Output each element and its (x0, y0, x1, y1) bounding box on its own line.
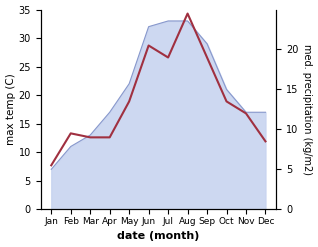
X-axis label: date (month): date (month) (117, 231, 200, 242)
Y-axis label: max temp (C): max temp (C) (5, 74, 16, 145)
Y-axis label: med. precipitation (kg/m2): med. precipitation (kg/m2) (302, 44, 313, 175)
